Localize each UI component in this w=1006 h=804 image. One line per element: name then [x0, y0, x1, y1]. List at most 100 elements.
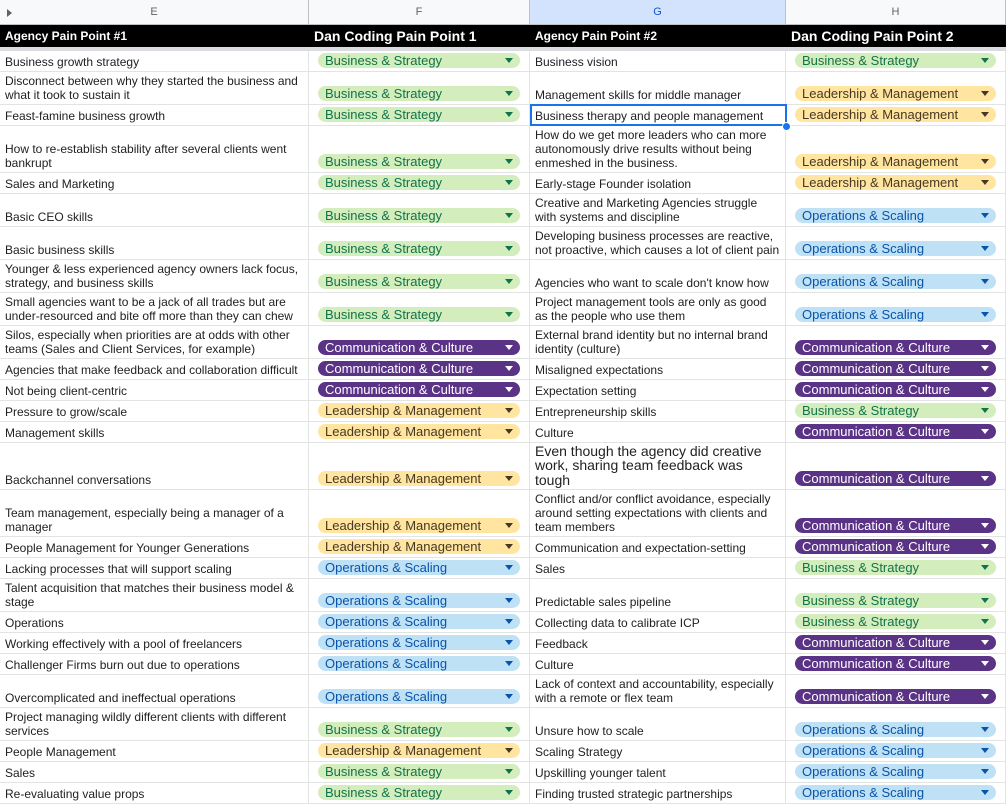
fill-handle[interactable]: [782, 122, 791, 131]
chevron-down-icon[interactable]: [981, 312, 989, 317]
chevron-down-icon[interactable]: [981, 476, 989, 481]
cell-f[interactable]: Business & Strategy: [309, 227, 530, 259]
chevron-down-icon[interactable]: [505, 159, 513, 164]
chevron-down-icon[interactable]: [981, 408, 989, 413]
cell-g[interactable]: Business therapy and people management: [530, 105, 786, 125]
cell-e[interactable]: Basic CEO skills: [0, 194, 309, 226]
cell-e[interactable]: Silos, especially when priorities are at…: [0, 326, 309, 358]
cell-f[interactable]: Operations & Scaling: [309, 558, 530, 578]
cell-h[interactable]: Communication & Culture: [786, 654, 1006, 674]
category-chip[interactable]: Operations & Scaling: [318, 635, 520, 650]
chevron-down-icon[interactable]: [981, 58, 989, 63]
category-chip[interactable]: Operations & Scaling: [318, 689, 520, 704]
cell-e[interactable]: Pressure to grow/scale: [0, 401, 309, 421]
cell-h[interactable]: Operations & Scaling: [786, 783, 1006, 803]
cell-e[interactable]: Agencies that make feedback and collabor…: [0, 359, 309, 379]
category-chip[interactable]: Communication & Culture: [795, 471, 996, 486]
cell-h[interactable]: Business & Strategy: [786, 612, 1006, 632]
cell-e[interactable]: How to re-establish stability after seve…: [0, 126, 309, 172]
cell-h[interactable]: Communication & Culture: [786, 422, 1006, 442]
category-chip[interactable]: Business & Strategy: [318, 208, 520, 223]
chevron-down-icon[interactable]: [505, 523, 513, 528]
cell-h[interactable]: Business & Strategy: [786, 579, 1006, 611]
cell-f[interactable]: Leadership & Management: [309, 401, 530, 421]
cell-h[interactable]: Communication & Culture: [786, 326, 1006, 358]
category-chip[interactable]: Business & Strategy: [318, 307, 520, 322]
category-chip[interactable]: Business & Strategy: [795, 593, 996, 608]
cell-f[interactable]: Operations & Scaling: [309, 633, 530, 653]
cell-h[interactable]: Operations & Scaling: [786, 227, 1006, 259]
cell-f[interactable]: Communication & Culture: [309, 359, 530, 379]
cell-e[interactable]: Challenger Firms burn out due to operati…: [0, 654, 309, 674]
cell-h[interactable]: Leadership & Management: [786, 173, 1006, 193]
cell-g[interactable]: How do we get more leaders who can more …: [530, 126, 786, 172]
category-chip[interactable]: Communication & Culture: [795, 382, 996, 397]
cell-e[interactable]: Project managing wildly different client…: [0, 708, 309, 740]
category-chip[interactable]: Leadership & Management: [318, 471, 520, 486]
category-chip[interactable]: Communication & Culture: [795, 340, 996, 355]
header-cell-h[interactable]: Dan Coding Pain Point 2: [791, 28, 954, 44]
cell-h[interactable]: Business & Strategy: [786, 558, 1006, 578]
chevron-down-icon[interactable]: [981, 748, 989, 753]
chevron-down-icon[interactable]: [505, 598, 513, 603]
category-chip[interactable]: Business & Strategy: [795, 53, 996, 68]
cell-h[interactable]: Operations & Scaling: [786, 741, 1006, 761]
cell-g[interactable]: Upskilling younger talent: [530, 762, 786, 782]
chevron-down-icon[interactable]: [981, 112, 989, 117]
category-chip[interactable]: Business & Strategy: [795, 560, 996, 575]
category-chip[interactable]: Operations & Scaling: [318, 614, 520, 629]
cell-g[interactable]: Collecting data to calibrate ICP: [530, 612, 786, 632]
chevron-down-icon[interactable]: [505, 429, 513, 434]
cell-h[interactable]: Business & Strategy: [786, 401, 1006, 421]
cell-h[interactable]: Leadership & Management: [786, 105, 1006, 125]
category-chip[interactable]: Operations & Scaling: [795, 307, 996, 322]
cell-g[interactable]: Finding trusted strategic partnerships: [530, 783, 786, 803]
cell-f[interactable]: Leadership & Management: [309, 443, 530, 489]
cell-f[interactable]: Leadership & Management: [309, 490, 530, 536]
category-chip[interactable]: Business & Strategy: [318, 722, 520, 737]
cell-e[interactable]: Business growth strategy: [0, 51, 309, 71]
cell-g[interactable]: Early-stage Founder isolation: [530, 173, 786, 193]
category-chip[interactable]: Communication & Culture: [318, 340, 520, 355]
cell-f[interactable]: Leadership & Management: [309, 537, 530, 557]
chevron-down-icon[interactable]: [505, 694, 513, 699]
chevron-down-icon[interactable]: [981, 279, 989, 284]
cell-f[interactable]: Leadership & Management: [309, 741, 530, 761]
category-chip[interactable]: Operations & Scaling: [318, 560, 520, 575]
cell-f[interactable]: Business & Strategy: [309, 72, 530, 104]
chevron-down-icon[interactable]: [505, 387, 513, 392]
cell-h[interactable]: Operations & Scaling: [786, 762, 1006, 782]
category-chip[interactable]: Operations & Scaling: [795, 764, 996, 779]
cell-f[interactable]: Business & Strategy: [309, 194, 530, 226]
chevron-down-icon[interactable]: [981, 345, 989, 350]
chevron-down-icon[interactable]: [505, 366, 513, 371]
cell-g[interactable]: Agencies who want to scale don't know ho…: [530, 260, 786, 292]
cell-e[interactable]: Younger & less experienced agency owners…: [0, 260, 309, 292]
chevron-down-icon[interactable]: [505, 345, 513, 350]
chevron-down-icon[interactable]: [505, 748, 513, 753]
cell-e[interactable]: Operations: [0, 612, 309, 632]
cell-g[interactable]: Culture: [530, 654, 786, 674]
column-header-g[interactable]: G: [530, 0, 786, 24]
cell-h[interactable]: Operations & Scaling: [786, 260, 1006, 292]
cell-h[interactable]: Communication & Culture: [786, 633, 1006, 653]
cell-h[interactable]: Leadership & Management: [786, 126, 1006, 172]
cell-g[interactable]: Expectation setting: [530, 380, 786, 400]
cell-f[interactable]: Business & Strategy: [309, 762, 530, 782]
cell-g[interactable]: External brand identity but no internal …: [530, 326, 786, 358]
cell-f[interactable]: Business & Strategy: [309, 708, 530, 740]
category-chip[interactable]: Communication & Culture: [318, 361, 520, 376]
cell-e[interactable]: Backchannel conversations: [0, 443, 309, 489]
cell-h[interactable]: Communication & Culture: [786, 359, 1006, 379]
chevron-down-icon[interactable]: [505, 661, 513, 666]
cell-f[interactable]: Business & Strategy: [309, 173, 530, 193]
category-chip[interactable]: Communication & Culture: [795, 689, 996, 704]
cell-e[interactable]: Sales: [0, 762, 309, 782]
chevron-down-icon[interactable]: [505, 640, 513, 645]
cell-e[interactable]: People Management: [0, 741, 309, 761]
cell-g[interactable]: Business vision: [530, 51, 786, 71]
cell-e[interactable]: Re-evaluating value props: [0, 783, 309, 803]
category-chip[interactable]: Leadership & Management: [318, 518, 520, 533]
chevron-down-icon[interactable]: [981, 91, 989, 96]
cell-f[interactable]: Operations & Scaling: [309, 654, 530, 674]
